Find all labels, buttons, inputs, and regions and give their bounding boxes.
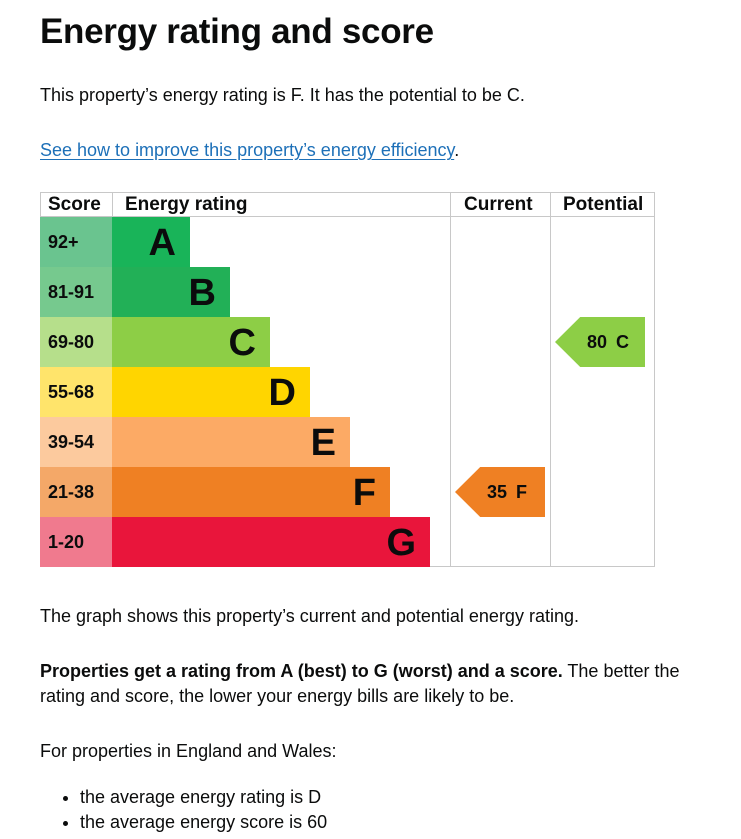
- header-divider: [40, 216, 655, 217]
- band-score-range: 69-80: [40, 317, 112, 367]
- band-letter: G: [386, 522, 416, 564]
- ratings-bold: Properties get a rating from A (best) to…: [40, 661, 563, 681]
- list-item: the average energy score is 60: [80, 810, 327, 835]
- band-letter: D: [268, 372, 296, 414]
- energy-rating-graph: Score Energy rating Current Potential 92…: [40, 192, 655, 567]
- arrow-score: 35: [487, 482, 508, 502]
- band-letter: F: [352, 472, 376, 514]
- band-score-range: 1-20: [40, 517, 112, 567]
- band-score-range: 81-91: [40, 267, 112, 317]
- ratings-rest: The better the rating and score, the low…: [40, 661, 680, 706]
- graph-caption: The graph shows this property’s current …: [40, 606, 579, 626]
- band-letter: B: [188, 272, 216, 314]
- header-potential: Potential: [563, 194, 644, 215]
- rating-summary: This property’s energy rating is F. It h…: [40, 85, 525, 105]
- band-letter: A: [148, 222, 176, 264]
- arrow-score: 80: [587, 332, 608, 352]
- header-current: Current: [464, 194, 533, 215]
- header-energy-rating: Energy rating: [125, 194, 248, 215]
- band-bar: B: [112, 267, 230, 317]
- averages-list: the average energy rating is D the avera…: [40, 785, 327, 835]
- band-score-range: 92+: [40, 217, 112, 267]
- improve-link-line: See how to improve this property’s energ…: [40, 138, 459, 163]
- band-letter: C: [228, 322, 256, 364]
- page-title: Energy rating and score: [40, 12, 434, 51]
- improve-efficiency-link[interactable]: See how to improve this property’s energ…: [40, 140, 455, 160]
- region-text: For properties in England and Wales:: [40, 741, 337, 761]
- arrow-letter: F: [516, 482, 527, 502]
- band-bar: G: [112, 517, 430, 567]
- band-letter: E: [310, 422, 336, 464]
- band-bar: E: [112, 417, 350, 467]
- band-score-range: 55-68: [40, 367, 112, 417]
- band-score-range: 21-38: [40, 467, 112, 517]
- list-item: the average energy rating is D: [80, 785, 327, 810]
- header-score: Score: [48, 194, 101, 215]
- column-divider: [550, 192, 551, 567]
- band-score-range: 39-54: [40, 417, 112, 467]
- band-bar: F: [112, 467, 390, 517]
- column-divider: [450, 192, 451, 567]
- ratings-explanation: Properties get a rating from A (best) to…: [40, 659, 680, 709]
- band-bar: A: [112, 217, 190, 267]
- link-suffix: .: [454, 140, 460, 160]
- band-bar: D: [112, 367, 310, 417]
- band-bar: C: [112, 317, 270, 367]
- arrow-letter: C: [616, 332, 629, 352]
